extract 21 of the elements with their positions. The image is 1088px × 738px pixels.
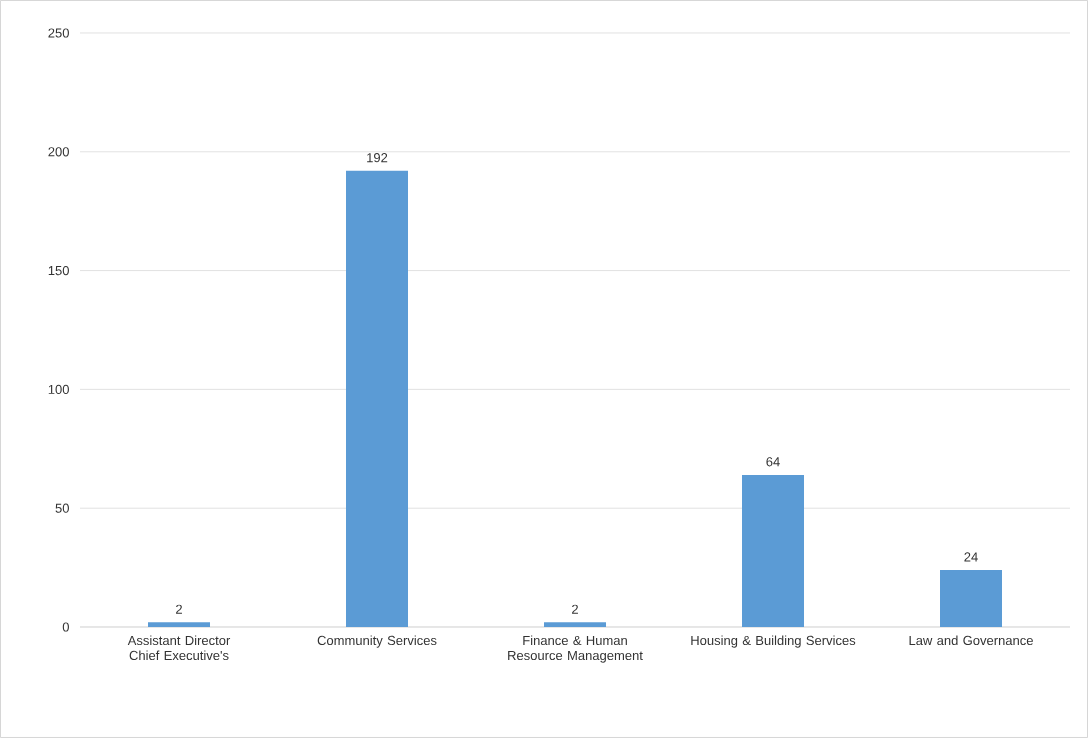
- bar: [346, 170, 409, 627]
- bar: [940, 569, 1003, 627]
- data-label: 192: [367, 153, 388, 163]
- y-tick-label: 0: [62, 622, 69, 632]
- y-tick-label: 200: [48, 147, 69, 157]
- y-tick-label: 150: [48, 265, 69, 276]
- data-label: 2: [572, 604, 578, 614]
- bar: [544, 622, 607, 627]
- x-tick-label: Community Services: [317, 635, 437, 648]
- y-tick-label: 100: [48, 384, 69, 394]
- data-label: 64: [766, 457, 780, 467]
- data-label: 2: [176, 604, 182, 614]
- y-tick-label: 250: [48, 28, 69, 38]
- y-tick-label: 50: [55, 503, 69, 513]
- bar: [148, 622, 211, 627]
- x-tick-label: Assistant Director Chief Executive's: [127, 635, 231, 661]
- x-tick-label: Law and Governance: [909, 635, 1033, 646]
- x-tick-label: Housing & Building Services: [691, 635, 856, 648]
- bar: [742, 474, 805, 627]
- x-tick-label: Finance & Human Resource Management: [508, 635, 643, 663]
- data-label: 24: [964, 552, 978, 562]
